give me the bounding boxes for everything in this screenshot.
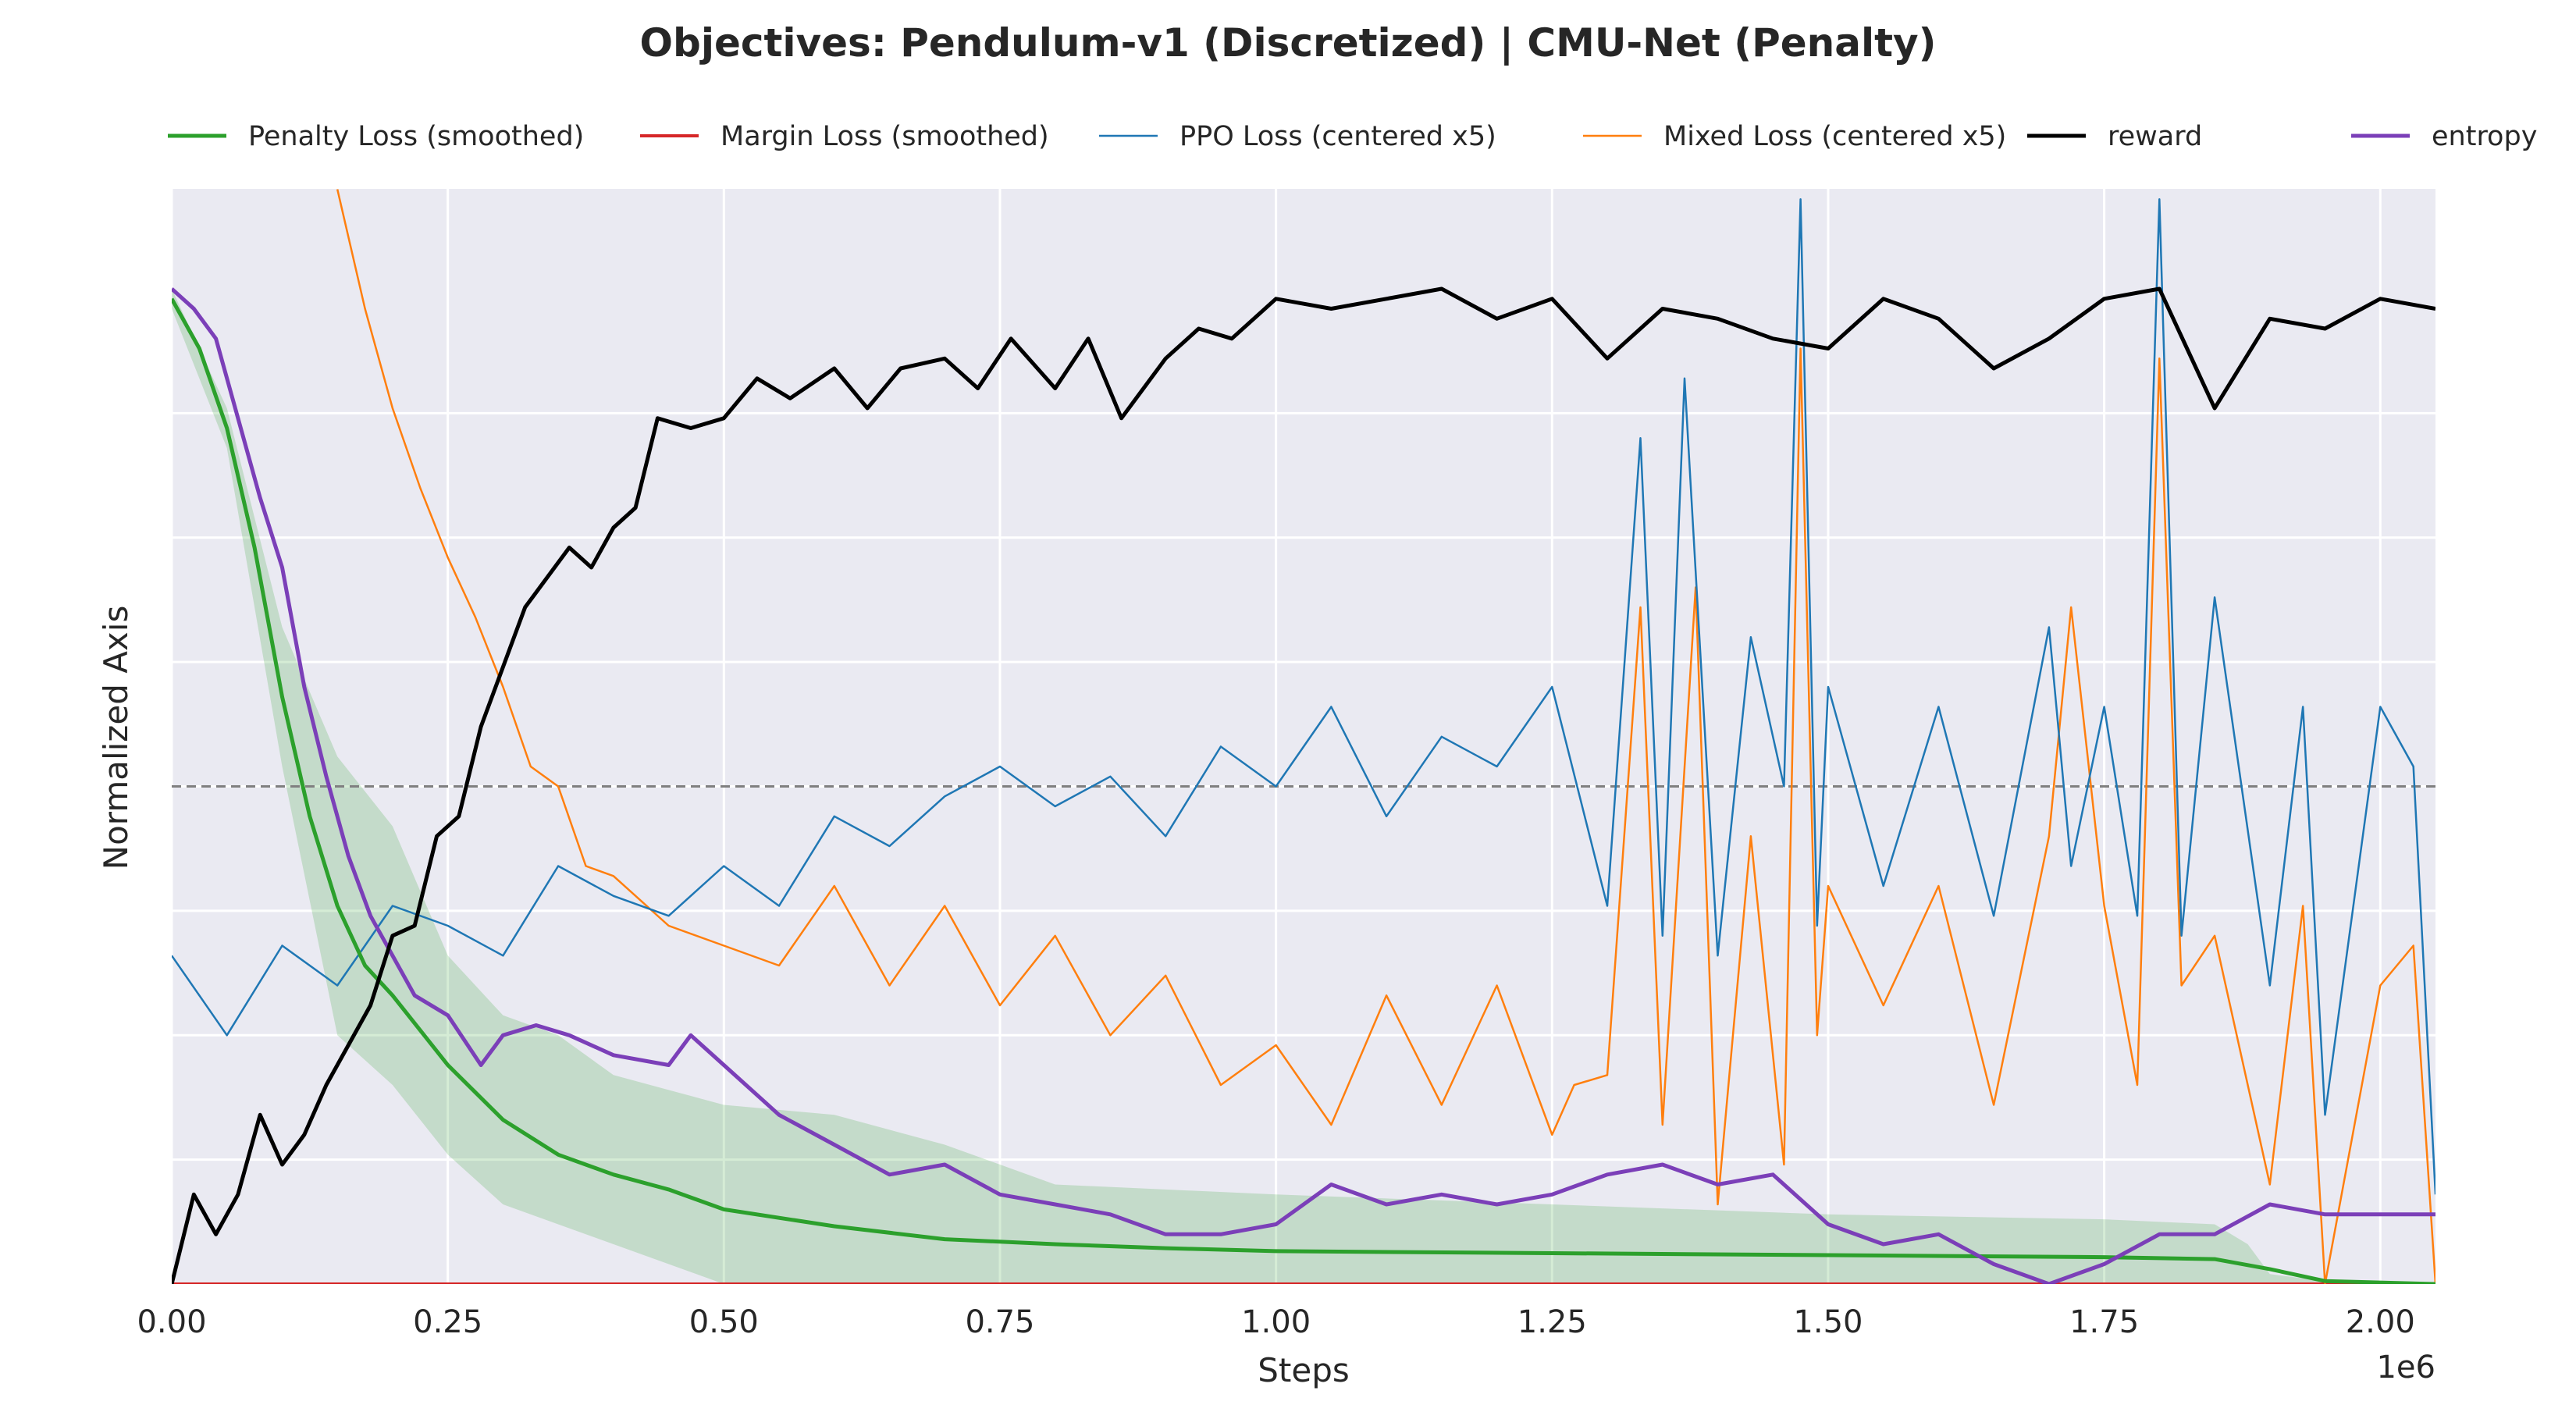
x-axis-offset-label: 1e6 <box>2376 1350 2435 1385</box>
series-line-penalty-loss-smoothed <box>172 297 2435 1284</box>
x-tick-label: 2.00 <box>2346 1304 2415 1340</box>
series-line-ppo-loss-centered-x5 <box>172 198 2435 1195</box>
y-axis-label: Normalized Axis <box>97 606 135 870</box>
legend-entry-label: entropy <box>2432 121 2537 152</box>
legend-entry-label: Margin Loss (smoothed) <box>720 121 1049 152</box>
x-axis-label: Steps <box>1258 1351 1350 1389</box>
series-line-mixed-loss-centered-x5 <box>336 189 2435 1284</box>
x-tick-label: 1.25 <box>1517 1304 1587 1340</box>
chart-title: Objectives: Pendulum-v1 (Discretized) | … <box>640 20 1937 66</box>
legend-entry-label: Mixed Loss (centered x5) <box>1663 121 2006 152</box>
plot-area <box>172 189 2435 1284</box>
legend: Penalty Loss (smoothed) Margin Loss (smoo… <box>168 121 2537 152</box>
series-line-reward <box>172 286 2435 1284</box>
series-line-entropy <box>172 287 2435 1284</box>
x-tick-label: 0.25 <box>413 1304 482 1340</box>
x-tick-label: 1.75 <box>2069 1304 2139 1340</box>
legend-entry-label: Penalty Loss (smoothed) <box>248 121 584 152</box>
x-axis: 0.00 0.25 0.50 0.75 1.00 1.25 1.50 1.75 2.00 <box>137 1304 2414 1340</box>
x-tick-label: 0.00 <box>137 1304 206 1340</box>
legend-entry-label: PPO Loss (centered x5) <box>1179 121 1496 152</box>
x-tick-label: 0.50 <box>689 1304 759 1340</box>
x-tick-label: 1.50 <box>1793 1304 1863 1340</box>
x-tick-label: 0.75 <box>965 1304 1034 1340</box>
x-tick-label: 1.00 <box>1241 1304 1311 1340</box>
legend-entry-label: reward <box>2108 121 2202 152</box>
